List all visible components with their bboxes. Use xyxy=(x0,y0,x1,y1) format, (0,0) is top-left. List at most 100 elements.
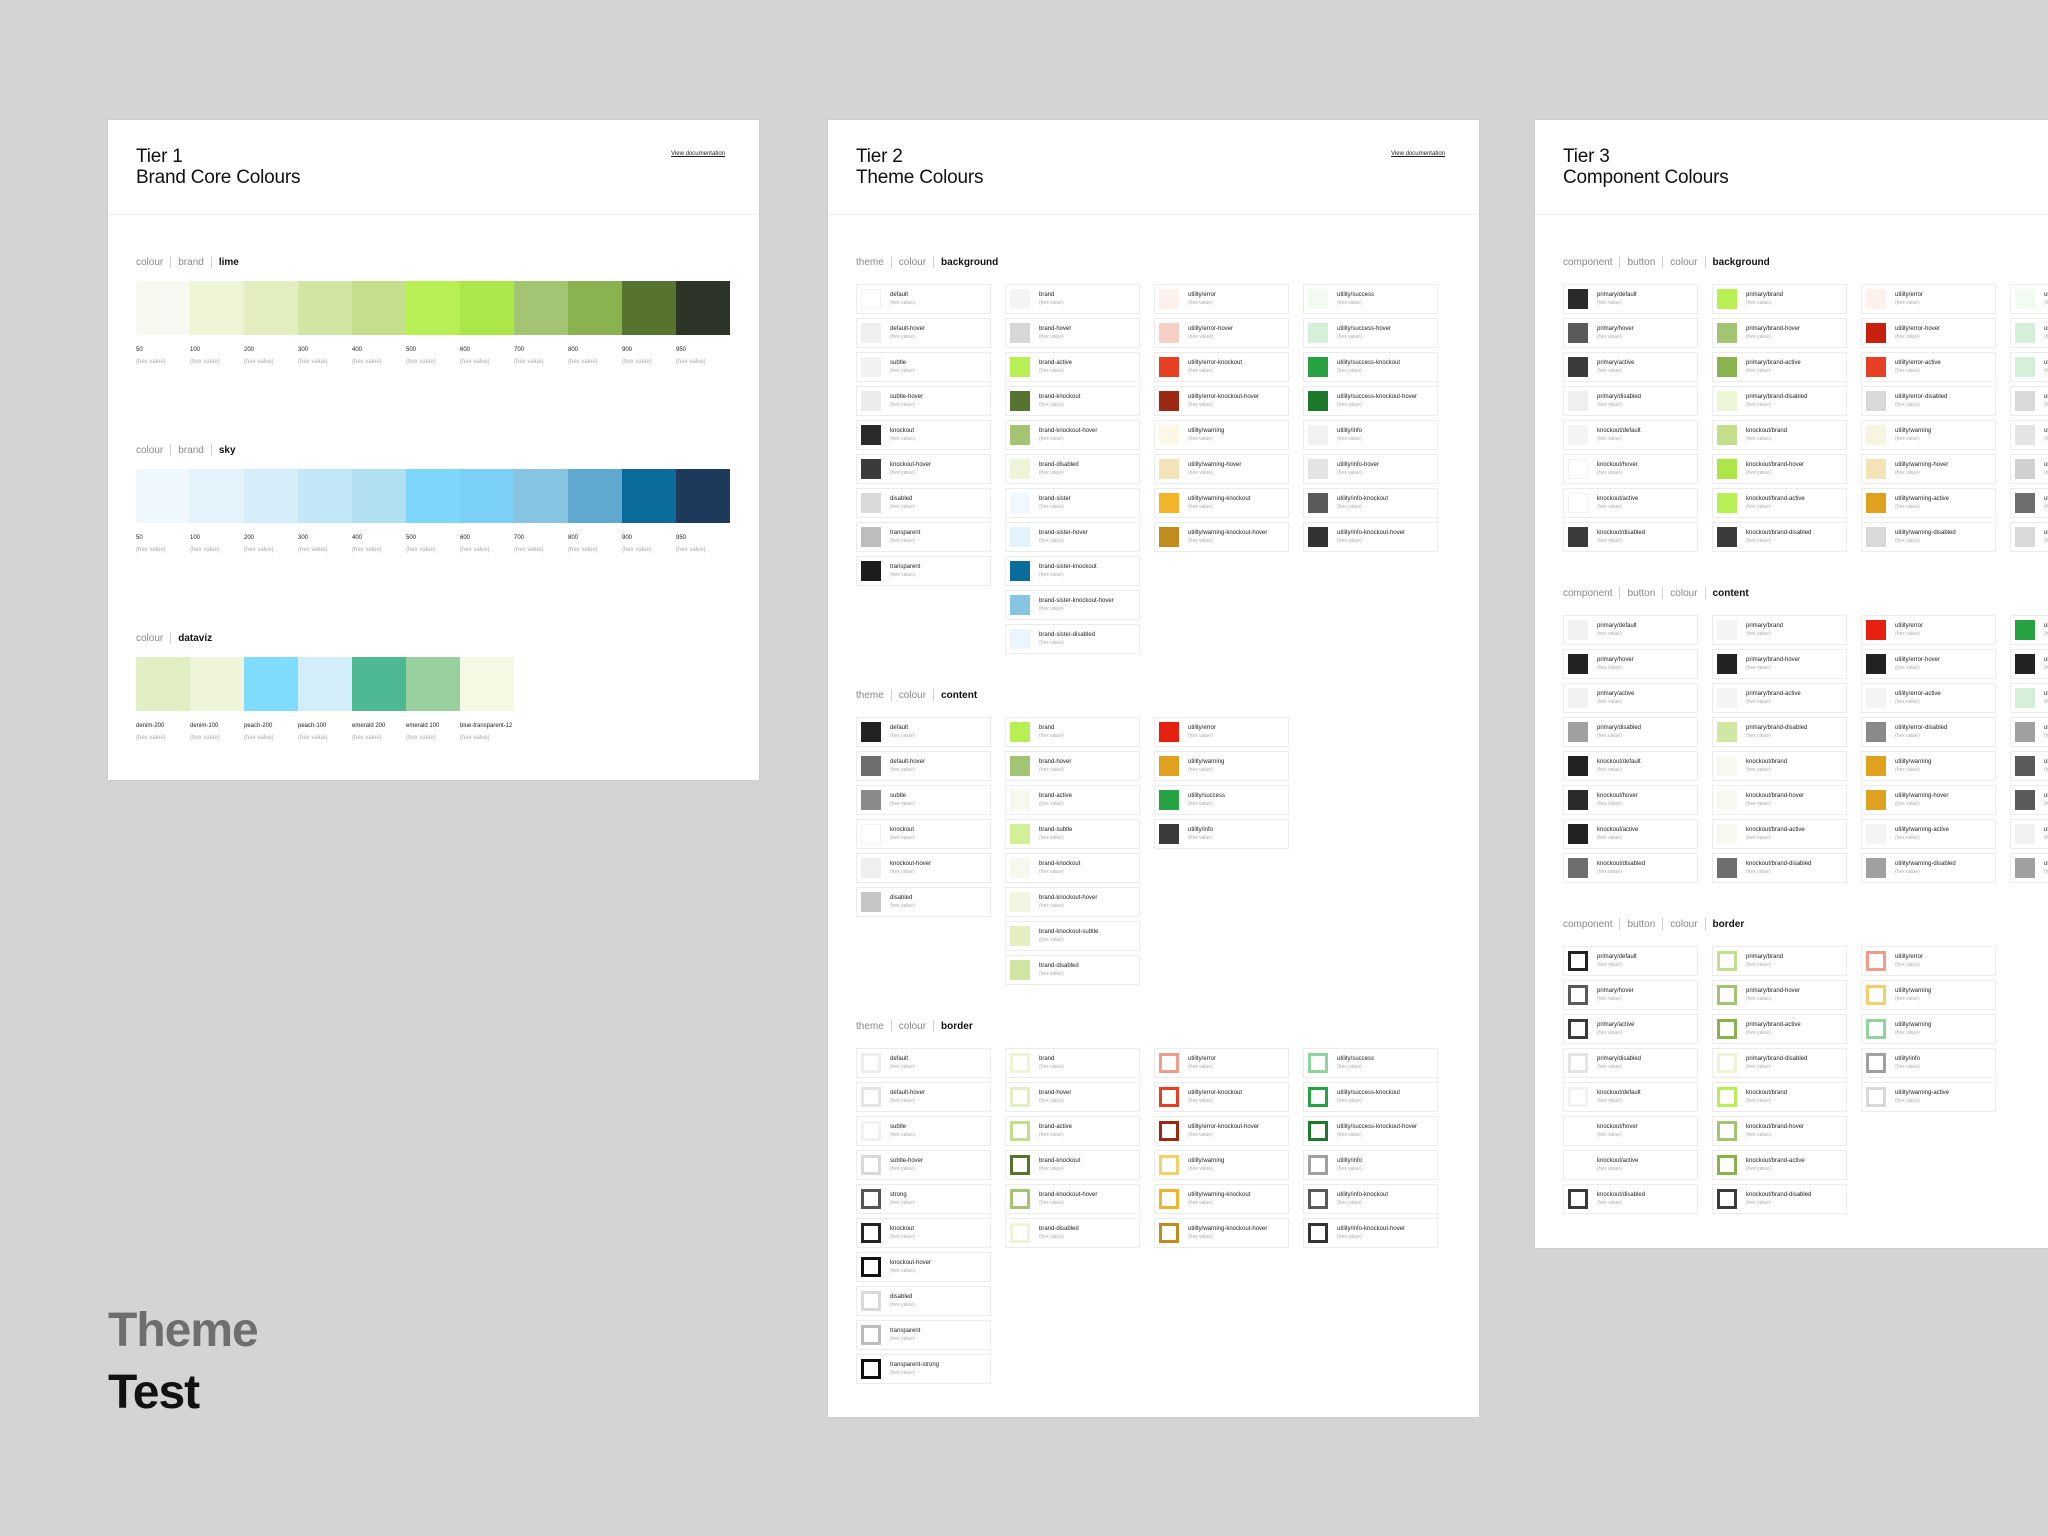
token-card[interactable]: disabled (hex value) xyxy=(856,488,991,518)
token-card[interactable]: knockout/brand (hex value) xyxy=(1712,420,1847,450)
token-card[interactable]: default-hover (hex value) xyxy=(856,751,991,781)
token-card[interactable]: utility/warning (hex value) xyxy=(1861,420,1996,450)
token-card[interactable]: utility/info-knockout (hex value) xyxy=(1303,488,1438,518)
token-card[interactable]: utility/warning-active (hex value) xyxy=(1861,1082,1996,1112)
token-card[interactable]: utility/error-hover (hex value) xyxy=(1861,318,1996,348)
token-card[interactable]: utility/warning-active (hex value) xyxy=(1861,488,1996,518)
token-card[interactable]: knockout/hover (hex value) xyxy=(1563,454,1698,484)
token-card[interactable]: knockout (hex value) xyxy=(856,1218,991,1248)
token-card[interactable]: utility/warning-knockout (hex value) xyxy=(1154,1184,1289,1214)
token-card[interactable]: utility/info (hex value) xyxy=(2010,751,2048,781)
token-card[interactable]: utility/warning-disabled (hex value) xyxy=(1861,853,1996,883)
token-card[interactable]: knockout-hover (hex value) xyxy=(856,454,991,484)
token-card[interactable]: transparent (hex value) xyxy=(856,1320,991,1350)
color-swatch[interactable] xyxy=(568,469,622,523)
token-card[interactable]: utility/warning (hex value) xyxy=(1861,751,1996,781)
token-card[interactable]: primary/brand-hover (hex value) xyxy=(1712,318,1847,348)
token-card[interactable]: default (hex value) xyxy=(856,1048,991,1078)
token-card[interactable]: primary/brand-hover (hex value) xyxy=(1712,649,1847,679)
token-card[interactable]: utility/error-knockout-hover (hex value) xyxy=(1154,1116,1289,1146)
token-card[interactable]: primary/brand-disabled (hex value) xyxy=(1712,717,1847,747)
token-card[interactable]: primary/disabled (hex value) xyxy=(1563,717,1698,747)
token-card[interactable]: utility/error (hex value) xyxy=(1861,615,1996,645)
token-card[interactable]: knockout/brand-active (hex value) xyxy=(1712,1150,1847,1180)
token-card[interactable]: default-hover (hex value) xyxy=(856,1082,991,1112)
token-card[interactable]: knockout (hex value) xyxy=(856,819,991,849)
token-card[interactable]: utility/success-hover (hex value) xyxy=(2010,649,2048,679)
token-card[interactable]: utility/info (hex value) xyxy=(1303,1150,1438,1180)
color-swatch[interactable] xyxy=(406,657,460,711)
tier1-view-documentation-link[interactable]: View documentation xyxy=(671,151,725,157)
token-card[interactable]: utility/success-active (hex value) xyxy=(2010,352,2048,382)
token-card[interactable]: utility/warning-knockout-hover (hex value… xyxy=(1154,522,1289,552)
token-card[interactable]: brand-disabled (hex value) xyxy=(1005,1218,1140,1248)
token-card[interactable]: utility/error-disabled (hex value) xyxy=(1861,717,1996,747)
token-card[interactable]: brand (hex value) xyxy=(1005,284,1140,314)
color-swatch[interactable] xyxy=(514,281,568,335)
token-card[interactable]: utility/warning-knockout-hover (hex value… xyxy=(1154,1218,1289,1248)
token-card[interactable]: knockout/disabled (hex value) xyxy=(1563,853,1698,883)
token-card[interactable]: utility/success-disabled (hex value) xyxy=(2010,717,2048,747)
token-card[interactable]: utility/info-knockout-hover (hex value) xyxy=(1303,1218,1438,1248)
token-card[interactable]: primary/active (hex value) xyxy=(1563,683,1698,713)
token-card[interactable]: utility/success-knockout-hover (hex value… xyxy=(1303,1116,1438,1146)
token-card[interactable]: primary/brand-disabled (hex value) xyxy=(1712,1048,1847,1078)
color-swatch[interactable] xyxy=(460,469,514,523)
color-swatch[interactable] xyxy=(352,657,406,711)
token-card[interactable]: utility/error (hex value) xyxy=(1154,1048,1289,1078)
token-card[interactable]: knockout/active (hex value) xyxy=(1563,1150,1698,1180)
token-card[interactable]: utility/warning-active (hex value) xyxy=(1861,819,1996,849)
color-swatch[interactable] xyxy=(676,281,730,335)
token-card[interactable]: brand-knockout-hover (hex value) xyxy=(1005,420,1140,450)
token-card[interactable]: knockout (hex value) xyxy=(856,420,991,450)
color-swatch[interactable] xyxy=(406,281,460,335)
token-card[interactable]: utility/info-hover (hex value) xyxy=(2010,454,2048,484)
token-card[interactable]: primary/disabled (hex value) xyxy=(1563,386,1698,416)
token-card[interactable]: brand-hover (hex value) xyxy=(1005,318,1140,348)
token-card[interactable]: knockout/default (hex value) xyxy=(1563,420,1698,450)
token-card[interactable]: knockout/disabled (hex value) xyxy=(1563,1184,1698,1214)
token-card[interactable]: brand-active (hex value) xyxy=(1005,1116,1140,1146)
token-card[interactable]: knockout-hover (hex value) xyxy=(856,853,991,883)
color-swatch[interactable] xyxy=(406,469,460,523)
token-card[interactable]: transparent (hex value) xyxy=(856,522,991,552)
token-card[interactable]: strong (hex value) xyxy=(856,1184,991,1214)
token-card[interactable]: primary/default (hex value) xyxy=(1563,615,1698,645)
token-card[interactable]: utility/error (hex value) xyxy=(1154,284,1289,314)
token-card[interactable]: knockout/brand-hover (hex value) xyxy=(1712,1116,1847,1146)
token-card[interactable]: brand-sister (hex value) xyxy=(1005,488,1140,518)
token-card[interactable]: brand-disabled (hex value) xyxy=(1005,454,1140,484)
token-card[interactable]: utility/info (hex value) xyxy=(1861,1048,1996,1078)
token-card[interactable]: primary/brand-hover (hex value) xyxy=(1712,980,1847,1010)
token-card[interactable]: knockout/default (hex value) xyxy=(1563,751,1698,781)
token-card[interactable]: default (hex value) xyxy=(856,284,991,314)
token-card[interactable]: utility/error-hover (hex value) xyxy=(1861,649,1996,679)
color-swatch[interactable] xyxy=(460,657,514,711)
token-card[interactable]: utility/success-knockout (hex value) xyxy=(1303,352,1438,382)
token-card[interactable]: utility/success-hover (hex value) xyxy=(1303,318,1438,348)
token-card[interactable]: brand-knockout-hover (hex value) xyxy=(1005,1184,1140,1214)
color-swatch[interactable] xyxy=(298,657,352,711)
color-swatch[interactable] xyxy=(244,281,298,335)
token-card[interactable]: primary/brand-disabled (hex value) xyxy=(1712,386,1847,416)
token-card[interactable]: primary/hover (hex value) xyxy=(1563,980,1698,1010)
token-card[interactable]: brand-sister-disabled (hex value) xyxy=(1005,624,1140,654)
token-card[interactable]: utility/warning (hex value) xyxy=(1861,1014,1996,1044)
token-card[interactable]: utility/warning (hex value) xyxy=(1154,1150,1289,1180)
token-card[interactable]: utility/success (hex value) xyxy=(2010,284,2048,314)
color-swatch[interactable] xyxy=(136,281,190,335)
token-card[interactable]: utility/success-hover (hex value) xyxy=(2010,318,2048,348)
token-card[interactable]: utility/warning-hover (hex value) xyxy=(1861,454,1996,484)
token-card[interactable]: primary/brand (hex value) xyxy=(1712,946,1847,976)
color-swatch[interactable] xyxy=(190,657,244,711)
color-swatch[interactable] xyxy=(514,469,568,523)
token-card[interactable]: utility/warning (hex value) xyxy=(1154,751,1289,781)
token-card[interactable]: utility/error (hex value) xyxy=(1154,717,1289,747)
color-swatch[interactable] xyxy=(190,281,244,335)
token-card[interactable]: brand-knockout (hex value) xyxy=(1005,853,1140,883)
token-card[interactable]: knockout/brand-disabled (hex value) xyxy=(1712,853,1847,883)
token-card[interactable]: knockout-hover (hex value) xyxy=(856,1252,991,1282)
token-card[interactable]: utility/info (hex value) xyxy=(1154,819,1289,849)
token-card[interactable]: brand-active (hex value) xyxy=(1005,352,1140,382)
token-card[interactable]: subtle-hover (hex value) xyxy=(856,386,991,416)
